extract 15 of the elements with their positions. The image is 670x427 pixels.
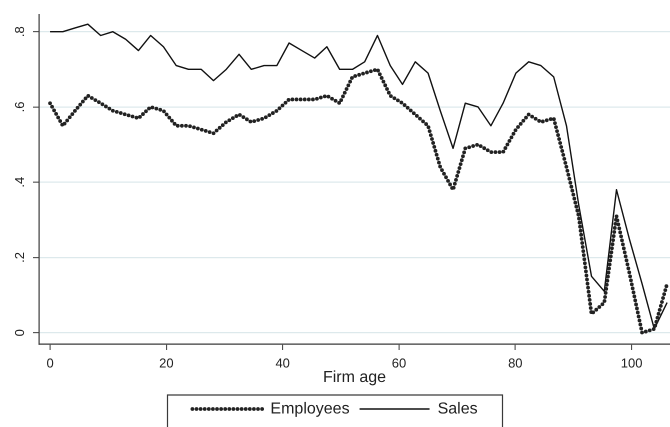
x-tick-label: 40 [275,355,290,370]
y-tick-label: .2 [12,252,28,263]
x-tick-label: 20 [159,355,174,370]
x-tick-label: 60 [392,355,406,370]
x-axis-title: Firm age [322,368,386,386]
legend-label: Employees [270,400,350,418]
y-tick-label: .6 [12,102,28,112]
x-tick-label: 0 [46,355,54,370]
x-tick-label: 100 [620,355,642,370]
x-tick-label: 80 [508,355,523,370]
y-tick-label: .4 [12,176,28,188]
legend-label: Sales [438,400,478,418]
line-series [48,67,669,335]
y-tick-label: 0 [12,329,28,336]
y-tick-label: .8 [12,26,28,38]
